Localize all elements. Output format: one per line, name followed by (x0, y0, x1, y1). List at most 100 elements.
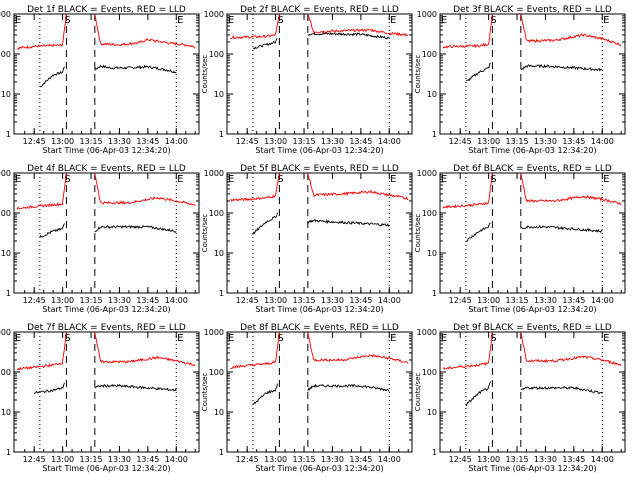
chart-panel-4: Det 4f BLACK = Events, RED = LLD 1 10 100 10… (0, 164, 200, 314)
series-line-events (465, 381, 491, 406)
plot-frame (439, 331, 626, 453)
x-axis-label: Start Time (06-Apr-03 12:34:20) (468, 305, 596, 314)
x-tick-label: 13:00 (264, 137, 287, 146)
y-tick-label: 10 (427, 249, 437, 258)
end-marker-label: E (603, 333, 609, 344)
x-tick-label: 14:00 (378, 296, 401, 305)
series-line-events (520, 64, 603, 72)
end-marker-label: E (15, 174, 21, 185)
x-tick-label: 13:15 (505, 455, 528, 464)
series-line-events (465, 62, 491, 82)
end-marker-label: E (441, 15, 447, 26)
x-axis-label: Start Time (06-Apr-03 12:34:20) (42, 305, 170, 314)
y-tick-label: 1 (219, 289, 224, 298)
chart-title: Det 9f BLACK = Events, RED = LLD (453, 323, 612, 333)
chart-title: Det 6f BLACK = Events, RED = LLD (453, 164, 612, 174)
chart-title: Det 3f BLACK = Events, RED = LLD (453, 5, 612, 15)
plot-frame (226, 172, 413, 294)
series-line-events (94, 383, 177, 392)
end-marker-label: E (228, 15, 234, 26)
y-tick-label: 100 (209, 209, 224, 218)
y-axis-label: Counts/sec (414, 373, 422, 412)
start-marker-label: S (490, 174, 496, 185)
end-marker-label: E (177, 15, 183, 26)
chart-title: Det 4f BLACK = Events, RED = LLD (27, 164, 186, 174)
x-tick-label: 13:30 (321, 137, 344, 146)
plot-frame (226, 13, 413, 135)
x-tick-label: 13:00 (51, 137, 74, 146)
chart-panel-1: Det 1f BLACK = Events, RED = LLD 1 10 100 10… (0, 5, 200, 155)
x-tick-label: 13:45 (136, 137, 159, 146)
end-marker-label: E (603, 15, 609, 26)
y-tick-label: 10 (427, 408, 437, 417)
series-line-events (520, 386, 603, 395)
x-tick-label: 14:00 (591, 455, 614, 464)
series-line-events (252, 212, 278, 235)
end-marker-label: E (441, 174, 447, 185)
series-line-lld (442, 172, 493, 209)
x-tick-label: 12:45 (236, 137, 259, 146)
x-tick-label: 13:15 (292, 137, 315, 146)
series-line-lld (230, 172, 280, 202)
series-line-lld (230, 331, 280, 369)
y-tick-label: 1000 (417, 169, 437, 178)
y-tick-label: 1000 (417, 10, 437, 19)
chart-title: Det 8f BLACK = Events, RED = LLD (240, 323, 399, 333)
y-tick-label: 10 (214, 90, 224, 99)
start-marker-label: S (277, 15, 283, 26)
y-axis-label: Counts/sec (201, 55, 209, 94)
series-line-events (39, 223, 65, 238)
y-tick-label: 10 (214, 408, 224, 417)
end-marker-label: E (390, 174, 396, 185)
y-tick-label: 10 (427, 90, 437, 99)
end-marker-label: E (15, 333, 21, 344)
series-line-lld (442, 13, 493, 49)
start-marker-label: S (64, 174, 70, 185)
x-tick-label: 13:15 (79, 455, 102, 464)
x-tick-label: 14:00 (378, 455, 401, 464)
x-tick-label: 13:15 (505, 296, 528, 305)
end-marker-label: E (390, 15, 396, 26)
y-axis-label: Counts/sec (414, 214, 422, 253)
chart-panel-6: Det 6f BLACK = Events, RED = LLD 1 10 100 10… (414, 164, 626, 314)
series-line-lld (94, 331, 196, 367)
x-axis-label: Start Time (06-Apr-03 12:34:20) (468, 146, 596, 155)
x-tick-label: 13:45 (562, 455, 585, 464)
y-tick-label: 1 (6, 448, 11, 457)
plot-frame (226, 331, 413, 453)
series-line-events (252, 383, 278, 405)
plot-frame (13, 331, 200, 453)
y-tick-label: 1000 (417, 328, 437, 337)
x-tick-label: 12:45 (236, 296, 259, 305)
x-tick-label: 13:45 (562, 137, 585, 146)
start-marker-label: S (490, 15, 496, 26)
y-tick-label: 1 (6, 289, 11, 298)
y-axis-label: Counts/sec (201, 373, 209, 412)
x-tick-label: 14:00 (591, 137, 614, 146)
end-marker-label: E (441, 333, 447, 344)
y-tick-label: 1 (432, 289, 437, 298)
x-tick-label: 12:45 (23, 137, 46, 146)
x-tick-label: 14:00 (165, 296, 188, 305)
y-tick-label: 1000 (0, 169, 11, 178)
x-tick-label: 13:45 (136, 296, 159, 305)
end-marker-label: E (177, 174, 183, 185)
chart-panel-3: Det 3f BLACK = Events, RED = LLD 1 10 100 10… (414, 5, 626, 155)
x-tick-label: 12:45 (23, 455, 46, 464)
series-line-events (465, 222, 491, 242)
y-tick-label: 1 (6, 130, 11, 139)
series-line-events (33, 382, 65, 395)
y-tick-label: 100 (0, 368, 11, 377)
series-line-lld (520, 13, 622, 46)
y-tick-label: 10 (214, 249, 224, 258)
series-line-events (520, 224, 603, 234)
x-tick-label: 12:45 (449, 137, 472, 146)
x-tick-label: 12:45 (236, 455, 259, 464)
y-tick-label: 1 (432, 448, 437, 457)
y-tick-label: 1000 (204, 328, 224, 337)
series-line-lld (16, 172, 67, 210)
x-tick-label: 13:30 (534, 455, 557, 464)
x-axis-label: Start Time (06-Apr-03 12:34:20) (255, 146, 383, 155)
chart-panel-2: Det 2f BLACK = Events, RED = LLD 1 10 100 10… (201, 5, 413, 155)
chart-panel-8: Det 8f BLACK = Events, RED = LLD 1 10 100 10… (201, 323, 413, 473)
